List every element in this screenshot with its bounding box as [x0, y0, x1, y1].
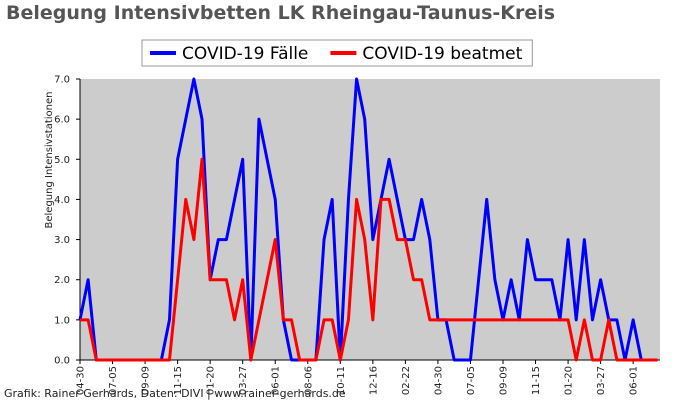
x-tick-label: 07-05 [466, 366, 477, 395]
x-tick-label: 11-15 [531, 366, 542, 395]
x-tick-label: 09-09 [141, 366, 152, 395]
y-tick-label: 3.0 [54, 235, 70, 246]
x-tick-label: 02-22 [401, 366, 412, 395]
series-line [78, 77, 658, 362]
x-tick-label: 06-01 [629, 366, 640, 395]
x-tick-label: 10-11 [336, 366, 347, 395]
series-line [80, 157, 658, 362]
x-tick-label: 01-20 [564, 366, 575, 395]
y-tick-label: 0.0 [54, 356, 70, 367]
x-tick-label: 03-27 [596, 366, 607, 395]
y-tick-label: 2.0 [54, 275, 70, 286]
legend-label: COVID-19 beatmet [362, 44, 522, 64]
x-tick-label: 04-30 [76, 366, 87, 395]
y-axis-label: Belegung Intensivstationen [44, 91, 55, 228]
x-tick-label: 01-20 [206, 366, 217, 395]
x-tick-label: 04-30 [433, 366, 444, 395]
y-tick-label: 7.0 [54, 75, 70, 86]
chart-title: Belegung Intensivbetten LK Rheingau-Taun… [6, 2, 555, 24]
x-tick-label: 06-01 [271, 366, 282, 395]
x-tick-label: 12-16 [368, 366, 379, 395]
x-tick-label: 03-27 [238, 366, 249, 395]
x-tick-label: 07-05 [108, 366, 119, 395]
footer: Grafik: Rainer Gerhards, Daten: DIVI | w… [4, 387, 346, 400]
y-tick-label: 6.0 [54, 115, 70, 126]
x-tick-label: 08-06 [303, 366, 314, 395]
y-tick-label: 1.0 [54, 315, 70, 326]
y-tick-label: 4.0 [54, 195, 70, 206]
y-tick-label: 5.0 [54, 155, 70, 166]
x-tick-label: 09-09 [499, 366, 510, 395]
legend-label: COVID-19 Fälle [182, 44, 308, 64]
x-tick-label: 11-15 [173, 366, 184, 395]
